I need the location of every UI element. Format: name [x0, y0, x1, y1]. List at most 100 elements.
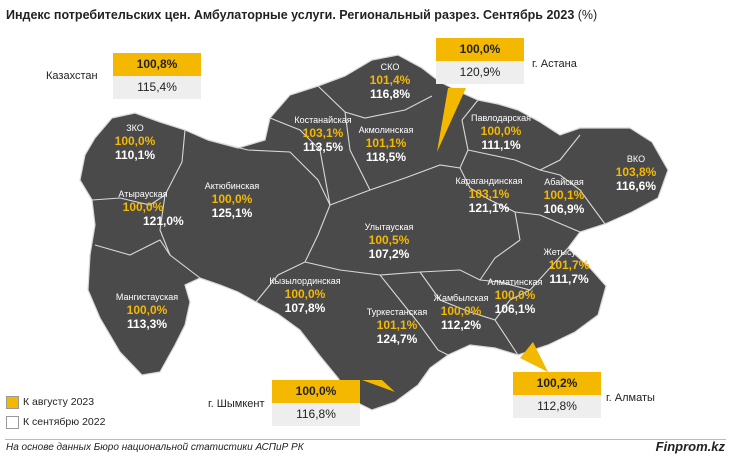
region-kostanay: Костанайская 103,1% 113,5% — [279, 115, 367, 154]
legend-item-august: К августу 2023 — [6, 392, 105, 412]
value-vs-august: 103,1% — [302, 126, 344, 140]
callout-value-august: 100,2% — [513, 372, 601, 395]
region-mangystau: Мангистауская 100,0% 113,3% — [102, 292, 192, 331]
value-vs-august: 100,0% — [440, 304, 482, 318]
callout-value-august: 100,0% — [436, 38, 524, 61]
region-name: ВКО — [626, 154, 646, 164]
callout-value-september: 120,9% — [436, 61, 524, 84]
region-abai: Абайская 100,1% 106,9% — [532, 177, 596, 216]
value-vs-august: 101,4% — [369, 73, 411, 87]
value-vs-september: 107,8% — [284, 301, 326, 315]
region-name: Костанайская — [294, 115, 352, 125]
region-ulytau: Улытауская 100,5% 107,2% — [354, 222, 424, 261]
region-almaty-oblast: Алматинская 100,0% 106,1% — [480, 277, 550, 316]
region-name: Жетысуская — [543, 247, 595, 257]
value-vs-august: 100,0% — [494, 288, 536, 302]
callout-label-almaty: г. Алматы — [606, 392, 655, 404]
value-vs-september: 116,6% — [615, 179, 657, 193]
page-title: Индекс потребительских цен. Амбулаторные… — [6, 8, 597, 22]
value-vs-september: 112,2% — [440, 318, 482, 332]
legend-label: К августу 2023 — [23, 396, 95, 408]
value-vs-september: 121,0% — [143, 214, 184, 228]
region-name: Туркестанская — [366, 307, 428, 317]
callout-value-september: 116,8% — [272, 403, 360, 426]
region-pavlodar: Павлодарская 100,0% 111,1% — [462, 113, 540, 152]
value-vs-august: 100,0% — [284, 287, 326, 301]
country-shape — [79, 54, 669, 411]
region-kyzylorda: Кызылординская 100,0% 107,8% — [260, 276, 350, 315]
region-sko: СКО 101,4% 116,8% — [358, 62, 422, 101]
value-vs-september: 111,1% — [481, 138, 521, 152]
value-vs-august: 100,5% — [368, 233, 410, 247]
value-vs-september: 118,5% — [365, 150, 407, 164]
region-akmola: Акмолинская 101,1% 118,5% — [346, 125, 426, 164]
region-name: СКО — [380, 62, 400, 72]
callout-value-august: 100,0% — [272, 380, 360, 403]
legend-item-september: К сентябрю 2022 — [6, 412, 105, 432]
value-vs-august: 100,0% — [211, 192, 253, 206]
callout-astana: 100,0% 120,9% — [436, 38, 524, 84]
title-unit: (%) — [577, 8, 598, 22]
value-vs-september: 125,1% — [211, 206, 253, 220]
value-vs-august: 101,1% — [365, 136, 407, 150]
value-vs-september: 106,1% — [494, 302, 536, 316]
value-vs-september: 111,7% — [549, 272, 589, 286]
legend-swatch-september — [6, 415, 19, 429]
almaty-pointer — [520, 342, 548, 372]
value-vs-august: 100,0% — [126, 303, 168, 317]
value-vs-august: 103,8% — [615, 165, 657, 179]
value-vs-august: 100,1% — [543, 188, 585, 202]
value-vs-august: 100,0% — [480, 124, 522, 138]
callout-label-shymkent: г. Шымкент — [208, 398, 265, 410]
region-name: Павлодарская — [471, 113, 531, 123]
region-atyrau: Атырауская 100,0% 121,0% — [103, 189, 184, 228]
region-name: Акмолинская — [358, 125, 414, 135]
region-name: Жамбылская — [433, 293, 489, 303]
region-turkestan: Туркестанская 101,1% 124,7% — [356, 307, 438, 346]
legend-label: К сентябрю 2022 — [23, 416, 106, 428]
region-zhetysu: Жетысуская 101,7% 111,7% — [534, 247, 604, 286]
region-name: Абайская — [544, 177, 584, 187]
callout-value-september: 112,8% — [513, 395, 601, 418]
value-vs-august: 101,7% — [548, 258, 590, 272]
value-vs-september: 124,7% — [376, 332, 418, 346]
value-vs-august: 101,1% — [376, 318, 418, 332]
region-name: Кызылординская — [269, 276, 341, 286]
source-note: На основе данных Бюро национальной стати… — [6, 442, 304, 453]
callout-shymkent: 100,0% 116,8% — [272, 380, 360, 426]
region-aktobe: Актюбинская 100,0% 125,1% — [190, 181, 274, 220]
region-borders — [91, 85, 606, 356]
callout-kazakhstan: 100,8% 115,4% — [113, 53, 201, 99]
astana-pointer — [437, 88, 466, 152]
value-vs-august: 100,0% — [114, 134, 156, 148]
value-vs-august: 103,1% — [468, 187, 510, 201]
value-vs-september: 113,3% — [126, 317, 168, 331]
callout-almaty: 100,2% 112,8% — [513, 372, 601, 418]
callout-label-kazakhstan: Казахстан — [46, 70, 98, 82]
region-zko: ЗКО 100,0% 110,1% — [100, 123, 170, 162]
callout-value-august: 100,8% — [113, 53, 201, 76]
value-vs-september: 106,9% — [543, 202, 585, 216]
region-name: Улытауская — [364, 222, 414, 232]
shymkent-pointer — [362, 380, 395, 392]
brand-logo-text: Finprom.kz — [655, 439, 725, 454]
region-vko: ВКО 103,8% 116,6% — [608, 154, 664, 193]
region-karaganda: Карагандинская 103,1% 121,1% — [448, 176, 530, 215]
region-name: ЗКО — [126, 123, 144, 133]
callout-label-astana: г. Астана — [532, 58, 577, 70]
legend-swatch-august — [6, 395, 19, 409]
value-vs-september: 113,5% — [302, 140, 344, 154]
footer-divider — [5, 439, 726, 440]
region-name: Алматинская — [487, 277, 543, 287]
region-name: Атырауская — [118, 189, 168, 199]
region-name: Актюбинская — [204, 181, 260, 191]
value-vs-september: 121,1% — [468, 201, 510, 215]
value-vs-september: 116,8% — [369, 87, 411, 101]
title-text: Индекс потребительских цен. Амбулаторные… — [6, 8, 575, 22]
region-zhambyl: Жамбылская 100,0% 112,2% — [426, 293, 496, 332]
value-vs-august: 100,0% — [122, 200, 164, 214]
region-name: Карагандинская — [455, 176, 523, 186]
region-name: Мангистауская — [115, 292, 179, 302]
legend: К августу 2023 К сентябрю 2022 — [6, 392, 105, 432]
value-vs-september: 110,1% — [114, 148, 156, 162]
